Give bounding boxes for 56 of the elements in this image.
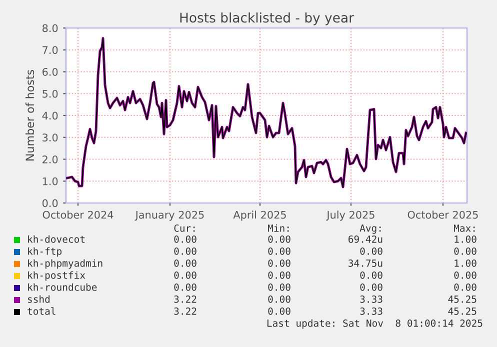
x-tick-label: October 2024	[42, 210, 114, 219]
text: 0.00	[454, 283, 476, 291]
x-tick-label: January 2025	[134, 210, 204, 221]
legend-label: kh-phpmyadmin	[28, 259, 102, 269]
text: Min:	[268, 224, 289, 232]
text: 0.00	[268, 271, 290, 279]
y-axis-title: Number of hosts	[25, 70, 34, 160]
text: Cur:	[174, 224, 195, 232]
y-tick-label: 8.0	[42, 24, 58, 32]
legend-label: total	[28, 307, 56, 315]
text: 45.25	[448, 307, 476, 315]
chart-title: Hosts blacklisted - by year	[180, 12, 354, 26]
text: 0.00	[268, 307, 290, 315]
text: 0.00	[174, 283, 196, 291]
legend-label: kh-postfix	[28, 271, 86, 281]
y-tick-label: 4.0	[42, 112, 58, 120]
legend-label: sshd	[28, 295, 50, 303]
text: Avg:	[360, 224, 381, 234]
text: Max:	[454, 224, 475, 232]
text: 0.00	[268, 235, 290, 243]
y-tick-label: 6.0	[42, 68, 58, 76]
text: 0.00	[174, 235, 196, 243]
text: 0.00	[360, 283, 382, 291]
text: 0.00	[174, 247, 196, 255]
legend-label: kh-roundcube	[28, 283, 97, 291]
text: 69.42u	[348, 235, 382, 243]
text: 0.00	[268, 283, 290, 291]
text: 45.25	[448, 295, 476, 303]
text: 0.00	[268, 247, 290, 255]
text: 0.00	[268, 295, 290, 303]
legend-label: kh-ftp	[28, 247, 62, 257]
text: 0.00	[454, 247, 476, 255]
text: 1.00	[454, 235, 476, 243]
y-tick-label: 5.0	[42, 90, 58, 98]
text: 3.22	[174, 295, 196, 303]
y-tick-label: 3.0	[42, 134, 58, 142]
text: 3.33	[360, 307, 382, 315]
y-tick-label: 2.0	[42, 155, 58, 164]
text: 0.00	[268, 259, 290, 267]
legend-label: kh-dovecot	[28, 235, 85, 243]
text: 3.33	[360, 295, 382, 303]
text: 0.00	[174, 271, 196, 279]
text: 1.00	[454, 259, 476, 267]
text: 34.75u	[348, 259, 382, 267]
text: 0.00	[360, 247, 382, 255]
x-tick-label: July 2025	[326, 210, 374, 221]
text: 0.00	[454, 271, 476, 279]
x-tick-label: April 2025	[233, 210, 286, 221]
y-tick-label: 0.0	[42, 199, 58, 208]
text: 3.22	[174, 307, 196, 315]
text: 0.00	[174, 259, 196, 267]
y-tick-label: 1.0	[42, 177, 58, 186]
y-tick-label: 7.0	[42, 46, 58, 54]
x-tick-label: October 2025	[408, 210, 478, 219]
text: Last update: Sat Nov 8 01:00:14 2025	[267, 319, 482, 329]
text: 0.00	[360, 271, 382, 279]
